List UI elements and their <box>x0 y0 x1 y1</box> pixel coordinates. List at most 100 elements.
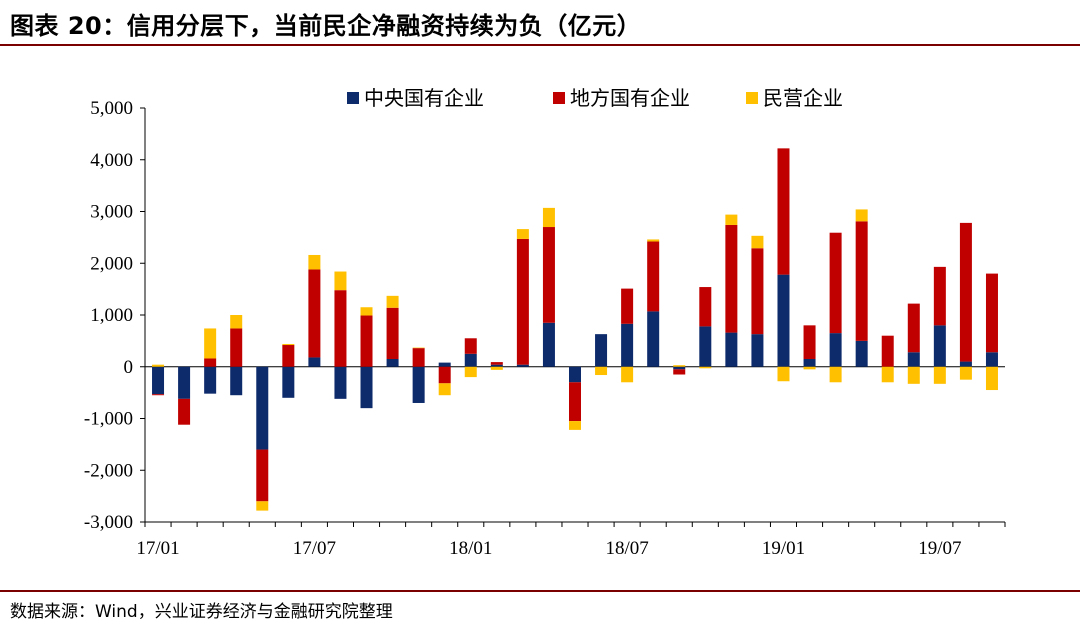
bar-central-17/07 <box>308 357 321 367</box>
bar-local-17/06 <box>282 345 295 367</box>
x-tick-label: 18/01 <box>449 538 492 559</box>
bar-local-19/08 <box>959 222 972 362</box>
bar-private-19/09 <box>985 366 998 391</box>
bar-local-19/01 <box>777 148 790 275</box>
bar-private-19/04 <box>855 209 868 222</box>
chart-axes: 5,000 4,000 3,000 2,000 1,000 0 -1,000 -2,000 -3… <box>84 98 1006 559</box>
bar-local-19/06 <box>907 303 920 353</box>
bar-local-19/07 <box>933 266 946 326</box>
bar-private-18/09 <box>673 365 686 367</box>
bar-local-18/01 <box>464 338 477 354</box>
bar-private-18/12 <box>751 235 764 249</box>
bar-central-19/09 <box>985 352 998 367</box>
bar-central-19/08 <box>959 361 972 367</box>
bar-private-19/07 <box>933 366 946 384</box>
x-tick-label: 17/01 <box>136 538 179 559</box>
y-tick-label: 4,000 <box>90 150 133 171</box>
bar-central-18/02 <box>490 364 503 367</box>
bar-local-18/04 <box>542 227 555 323</box>
bar-private-17/05 <box>256 501 269 511</box>
bar-local-19/05 <box>881 335 894 367</box>
source-note: 数据来源：Wind，兴业证券经济与金融研究院整理 <box>10 602 393 622</box>
bar-central-17/06 <box>282 366 295 398</box>
bar-local-17/08 <box>334 290 347 367</box>
bar-central-18/10 <box>699 326 712 367</box>
bar-central-17/03 <box>204 366 217 394</box>
bar-central-19/07 <box>933 325 946 367</box>
chart-legend: 中央国有企业 地方国有企业 民营企业 <box>347 86 843 110</box>
y-tick-label: 2,000 <box>90 253 133 274</box>
bar-local-18/03 <box>516 238 529 365</box>
bar-central-17/05 <box>256 366 269 450</box>
title-rule <box>0 44 1080 46</box>
bar-local-18/09 <box>673 369 686 375</box>
y-tick-label: 5,000 <box>90 98 133 119</box>
bar-local-19/04 <box>855 221 868 341</box>
y-tick-label: 1,000 <box>90 305 133 326</box>
bar-central-18/05 <box>569 366 581 383</box>
bar-central-18/09 <box>673 366 686 370</box>
y-tick-label: 0 <box>124 357 134 378</box>
bar-private-17/01 <box>152 364 165 367</box>
source-rule <box>0 590 1080 592</box>
bar-private-18/11 <box>725 214 738 225</box>
bar-private-19/06 <box>907 366 920 384</box>
y-tick-label: -2,000 <box>84 460 133 481</box>
bar-local-19/09 <box>985 273 998 353</box>
bar-central-19/03 <box>829 333 842 367</box>
bar-central-18/03 <box>516 364 529 367</box>
bar-central-18/01 <box>464 353 477 367</box>
bar-local-17/01 <box>152 394 165 396</box>
bar-local-19/02 <box>803 325 816 359</box>
bar-central-19/06 <box>907 352 920 367</box>
bar-central-17/01 <box>152 366 165 395</box>
bar-central-17/02 <box>178 366 191 399</box>
bar-local-18/02 <box>490 362 503 365</box>
x-tick-label: 17/07 <box>293 538 336 559</box>
bar-central-17/12 <box>438 362 451 367</box>
x-tick-label: 19/07 <box>918 538 961 559</box>
bar-private-17/10 <box>386 295 399 308</box>
legend-label: 地方国有企业 <box>570 86 690 110</box>
bar-central-17/04 <box>230 366 243 396</box>
bar-central-17/09 <box>360 366 373 409</box>
bar-central-17/10 <box>386 358 399 367</box>
bar-central-17/11 <box>412 366 425 403</box>
bar-local-17/03 <box>204 358 217 367</box>
y-tick-label: -3,000 <box>84 512 133 533</box>
x-tick-label: 19/01 <box>762 538 805 559</box>
legend-label: 民营企业 <box>763 86 843 110</box>
bar-private-17/11 <box>412 347 425 349</box>
bar-local-18/10 <box>699 287 712 327</box>
bar-private-17/07 <box>308 254 321 270</box>
bar-central-18/07 <box>621 323 634 367</box>
bar-local-17/12 <box>438 366 451 384</box>
bar-local-18/05 <box>569 382 581 422</box>
bar-local-18/12 <box>751 248 764 335</box>
bar-private-18/01 <box>464 366 477 378</box>
bar-private-18/04 <box>542 207 555 228</box>
bar-private-19/02 <box>803 366 816 370</box>
bar-local-18/08 <box>647 241 660 312</box>
x-tick-label: 18/07 <box>605 538 648 559</box>
bar-local-17/02 <box>178 398 191 425</box>
bar-private-17/06 <box>282 343 295 346</box>
stacked-bar-chart: 5,000 4,000 3,000 2,000 1,000 0 -1,000 -2,000 -3… <box>84 86 1006 559</box>
chart-title: 图表 20：信用分层下，当前民企净融资持续为负（亿元） <box>10 12 642 40</box>
bar-private-18/03 <box>516 229 529 239</box>
bar-private-19/01 <box>777 366 790 382</box>
bar-private-18/07 <box>621 366 634 383</box>
bar-central-18/06 <box>595 334 608 367</box>
bar-private-18/06 <box>595 366 608 376</box>
legend-swatch <box>347 92 359 104</box>
bar-central-18/08 <box>647 311 660 367</box>
bar-private-19/05 <box>881 366 894 383</box>
bar-central-19/04 <box>855 340 868 367</box>
legend-swatch <box>553 92 565 104</box>
bar-central-19/01 <box>777 274 790 367</box>
bar-private-19/03 <box>829 366 842 383</box>
bar-central-19/02 <box>803 358 816 367</box>
y-tick-label: -1,000 <box>84 409 133 430</box>
legend-swatch <box>746 92 758 104</box>
legend-label: 中央国有企业 <box>364 86 484 110</box>
